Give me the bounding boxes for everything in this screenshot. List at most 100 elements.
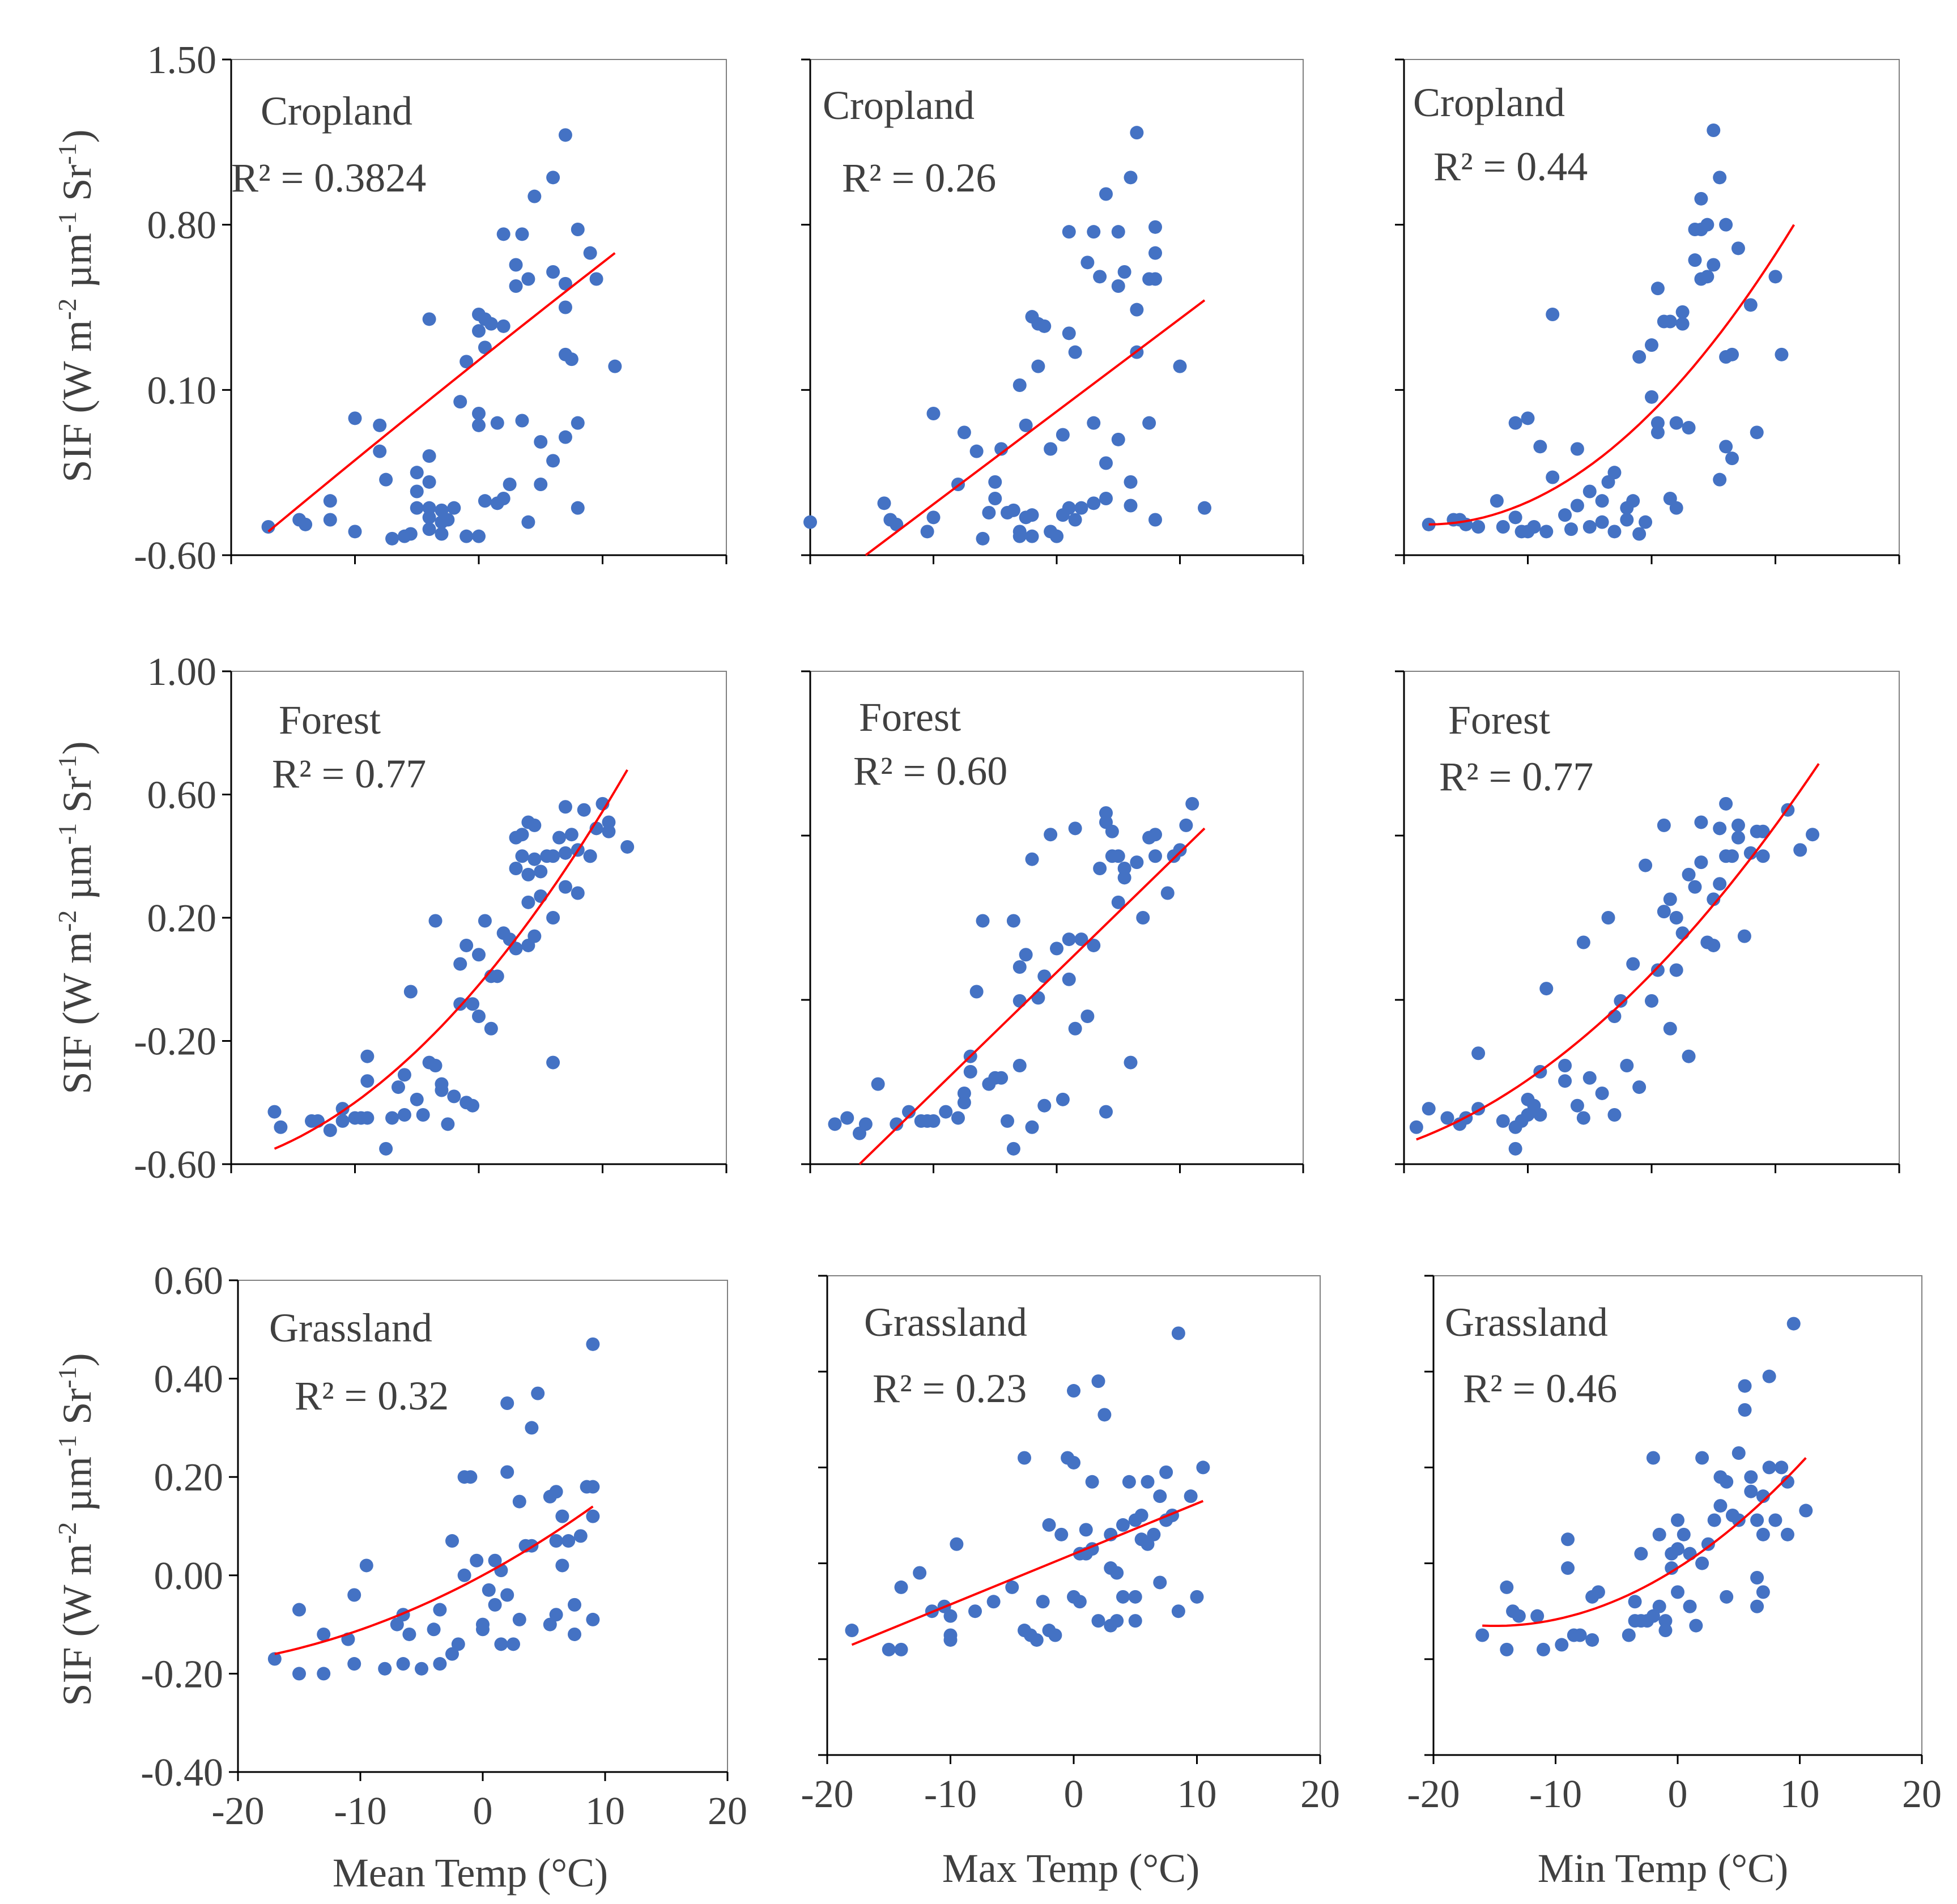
- x-axis-label-max: Max Temp (°C): [942, 1846, 1199, 1891]
- panel-title: Grassland: [864, 1300, 1027, 1345]
- data-point: [1067, 1384, 1080, 1398]
- data-point: [1006, 1141, 1020, 1156]
- data-point: [558, 430, 572, 444]
- data-point: [1576, 935, 1590, 949]
- panel-cropland-min: Cropland R² = 0.44: [1395, 58, 1900, 564]
- r2-label: R² = 0.44: [1433, 144, 1588, 189]
- data-point: [1079, 1523, 1093, 1537]
- data-point: [939, 1105, 953, 1119]
- data-point: [558, 880, 572, 894]
- data-point: [546, 911, 560, 925]
- y-tick-label: 0.20: [147, 897, 217, 940]
- data-point: [558, 276, 572, 291]
- data-point: [969, 444, 984, 458]
- data-point: [1019, 418, 1033, 432]
- data-point: [1682, 421, 1696, 435]
- data-point: [1116, 1590, 1130, 1604]
- data-point: [490, 416, 504, 430]
- data-point: [509, 279, 523, 293]
- data-point: [1570, 442, 1584, 456]
- data-point: [549, 1485, 563, 1499]
- data-point: [573, 1529, 588, 1543]
- data-point: [1019, 948, 1033, 962]
- data-point: [602, 815, 616, 829]
- data-point: [1762, 1460, 1776, 1475]
- data-point: [1720, 1475, 1734, 1489]
- data-point: [410, 466, 424, 480]
- data-point: [1700, 218, 1714, 232]
- data-point: [1768, 270, 1782, 284]
- data-point: [1025, 852, 1039, 866]
- data-point: [490, 969, 504, 983]
- data-point: [1500, 1642, 1514, 1656]
- data-point: [1099, 492, 1113, 505]
- trend-line: [1416, 763, 1820, 1141]
- data-point: [1148, 272, 1162, 286]
- data-point: [373, 444, 387, 458]
- data-point: [1683, 1547, 1697, 1561]
- data-point: [1012, 994, 1027, 1008]
- data-point: [828, 1117, 842, 1131]
- data-point: [1111, 225, 1125, 239]
- data-point: [1527, 520, 1541, 534]
- data-point: [1037, 319, 1052, 333]
- data-point: [620, 840, 635, 854]
- data-point: [1160, 886, 1175, 900]
- data-point: [1607, 525, 1622, 539]
- data-point: [1561, 1561, 1575, 1575]
- data-point: [1731, 1446, 1746, 1460]
- y-tick-label: 0.00: [154, 1554, 224, 1598]
- data-point: [957, 425, 971, 440]
- data-point: [1669, 963, 1683, 977]
- data-point: [546, 454, 560, 468]
- data-point: [1173, 359, 1187, 373]
- data-point: [445, 1647, 459, 1661]
- panel-grassland-min: Grassland R² = 0.46 -20 -10 0 10 20: [1407, 1275, 1942, 1816]
- x-tick-label: 10: [585, 1790, 625, 1833]
- r2-label: R² = 0.60: [853, 748, 1007, 794]
- data-point: [360, 1074, 375, 1088]
- data-point: [1130, 303, 1144, 317]
- data-point: [1067, 1455, 1080, 1469]
- data-point: [521, 895, 535, 909]
- data-point: [1184, 1489, 1198, 1503]
- plot-frame: [231, 59, 727, 556]
- trend-line: [851, 1500, 1204, 1646]
- data-point: [586, 1612, 600, 1626]
- data-point: [1558, 508, 1572, 522]
- data-point: [1744, 1470, 1758, 1484]
- data-point: [1694, 191, 1708, 206]
- x-tick-label: -20: [1407, 1773, 1460, 1816]
- data-point: [1068, 821, 1082, 836]
- data-point: [1632, 1080, 1647, 1094]
- plot-frame: [810, 671, 1304, 1165]
- data-point: [1044, 828, 1058, 842]
- data-point: [1171, 1326, 1185, 1340]
- data-point: [1570, 499, 1584, 513]
- data-point: [1595, 494, 1609, 508]
- data-point: [1148, 246, 1162, 260]
- data-point: [571, 223, 585, 236]
- data-point: [957, 1086, 971, 1100]
- data-point: [1012, 378, 1027, 392]
- data-point: [1780, 1475, 1794, 1489]
- data-point: [571, 886, 585, 900]
- data-point: [1496, 1114, 1510, 1128]
- data-point: [415, 1662, 428, 1676]
- data-point: [1695, 1556, 1709, 1570]
- data-point: [494, 1637, 508, 1651]
- data-point: [1056, 1092, 1070, 1106]
- data-point: [1036, 1595, 1050, 1609]
- data-point: [466, 1098, 480, 1113]
- data-point: [1719, 796, 1733, 811]
- data-point: [453, 957, 467, 971]
- data-point: [453, 997, 467, 1011]
- data-point: [1085, 1475, 1099, 1489]
- data-point: [1440, 1111, 1454, 1125]
- data-point: [460, 938, 474, 952]
- panel-forest-max: Forest R² = 0.60: [801, 670, 1304, 1173]
- data-point: [1682, 1049, 1696, 1063]
- data-point: [1153, 1489, 1167, 1503]
- data-point: [360, 1111, 375, 1125]
- data-point: [1068, 1021, 1082, 1036]
